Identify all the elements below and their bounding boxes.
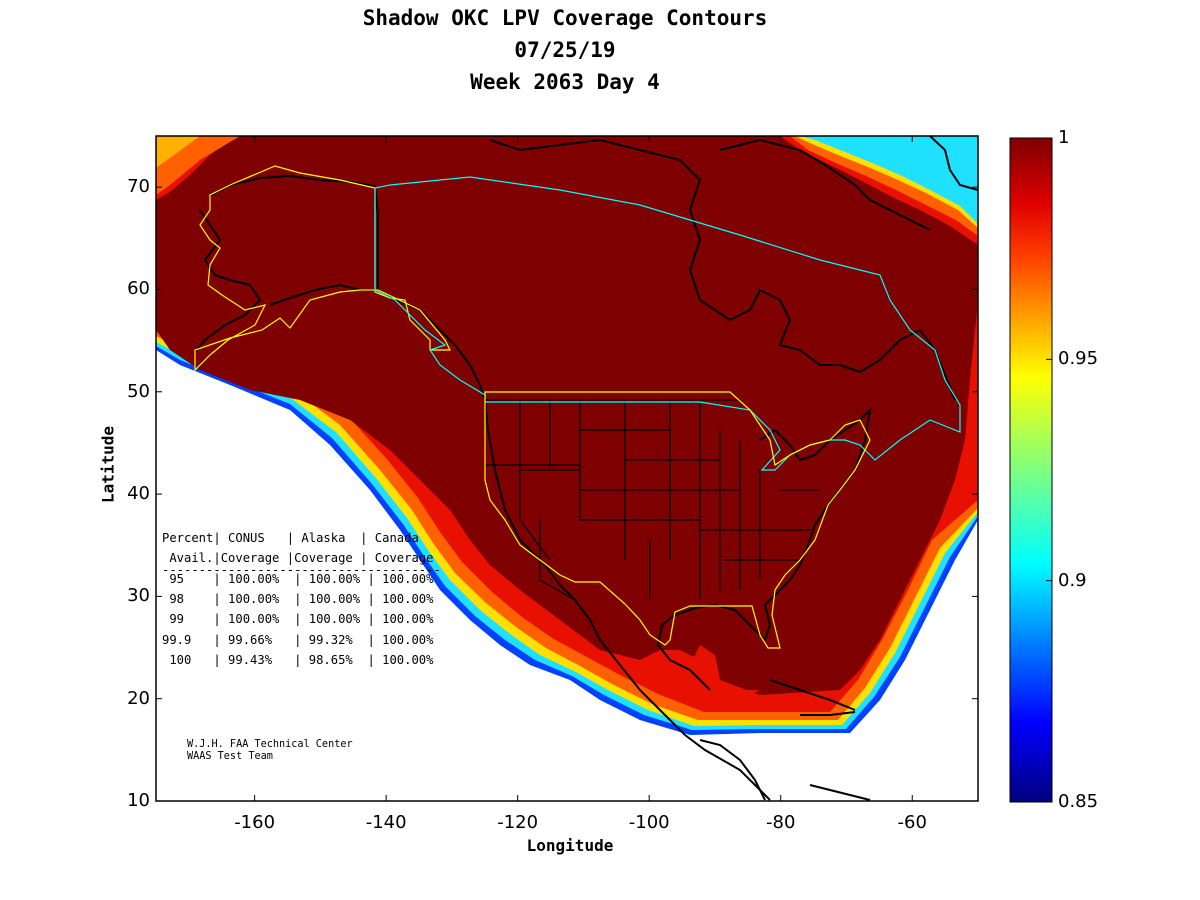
state-boundaries: [485, 399, 820, 601]
chart-title-date: 07/25/19: [514, 38, 616, 62]
coverage-band-nw-corner-yellow: [156, 136, 200, 168]
table-header-2: Avail.|Coverage |Coverage | Coverage: [162, 551, 434, 565]
y-tick-label: 50: [127, 380, 150, 402]
colorbar-tick-label: 0.95: [1058, 348, 1099, 370]
coastlines: [194, 136, 978, 801]
x-tick-label: -60: [897, 812, 927, 833]
colorbar-tick-label: 0.9: [1058, 569, 1087, 591]
credit-line-1: W.J.H. FAA Technical Center: [187, 739, 353, 750]
coverage-patch-gulf: [690, 645, 760, 705]
coverage-band-darkred: [156, 136, 978, 695]
chart-title-line-1: Shadow OKC LPV Coverage Contours: [362, 6, 768, 30]
table-row: 100 | 99.43% | 98.65% | 100.00%: [162, 653, 434, 667]
y-tick-label: 30: [127, 585, 150, 607]
x-tick-label: -100: [628, 812, 670, 833]
colorbar-tick-label: 0.85: [1058, 791, 1099, 812]
x-tick-label: -120: [497, 812, 539, 833]
y-tick-label: 70: [127, 176, 150, 198]
x-tick-label: -160: [234, 812, 276, 833]
region-outlines: [194, 165, 961, 649]
y-tick-label: 60: [127, 278, 150, 300]
x-tick-label: -80: [766, 812, 796, 833]
credit-line-2: WAAS Test Team: [187, 751, 273, 762]
axis-tick-marks: [156, 136, 978, 802]
table-row: 99.9 | 99.66% | 99.32% | 100.00%: [162, 633, 434, 647]
y-tick-label: 10: [127, 790, 150, 811]
x-tick-label: -140: [365, 812, 407, 833]
table-row: 95 | 100.00% | 100.00% | 100.00%: [162, 572, 434, 586]
y-tick-label: 20: [127, 687, 150, 709]
y-axis-label: Latitude: [98, 425, 118, 504]
colorbar-tick-marks: [1046, 137, 1052, 803]
y-tick-label: 40: [127, 483, 150, 505]
chart-title-week: Week 2063 Day 4: [470, 70, 660, 94]
x-axis-label: Longitude: [526, 836, 614, 855]
table-header-1: Percent| CONUS | Alaska | Canada: [162, 531, 419, 545]
table-row: 99 | 100.00% | 100.00% | 100.00%: [162, 612, 434, 626]
colorbar-tick-label: 1: [1058, 127, 1070, 148]
table-divider: --------------------------------------: [162, 563, 441, 577]
plot-frame: [155, 135, 979, 802]
table-row: 98 | 100.00% | 100.00% | 100.00%: [162, 592, 434, 606]
colorbar: [1009, 137, 1053, 803]
